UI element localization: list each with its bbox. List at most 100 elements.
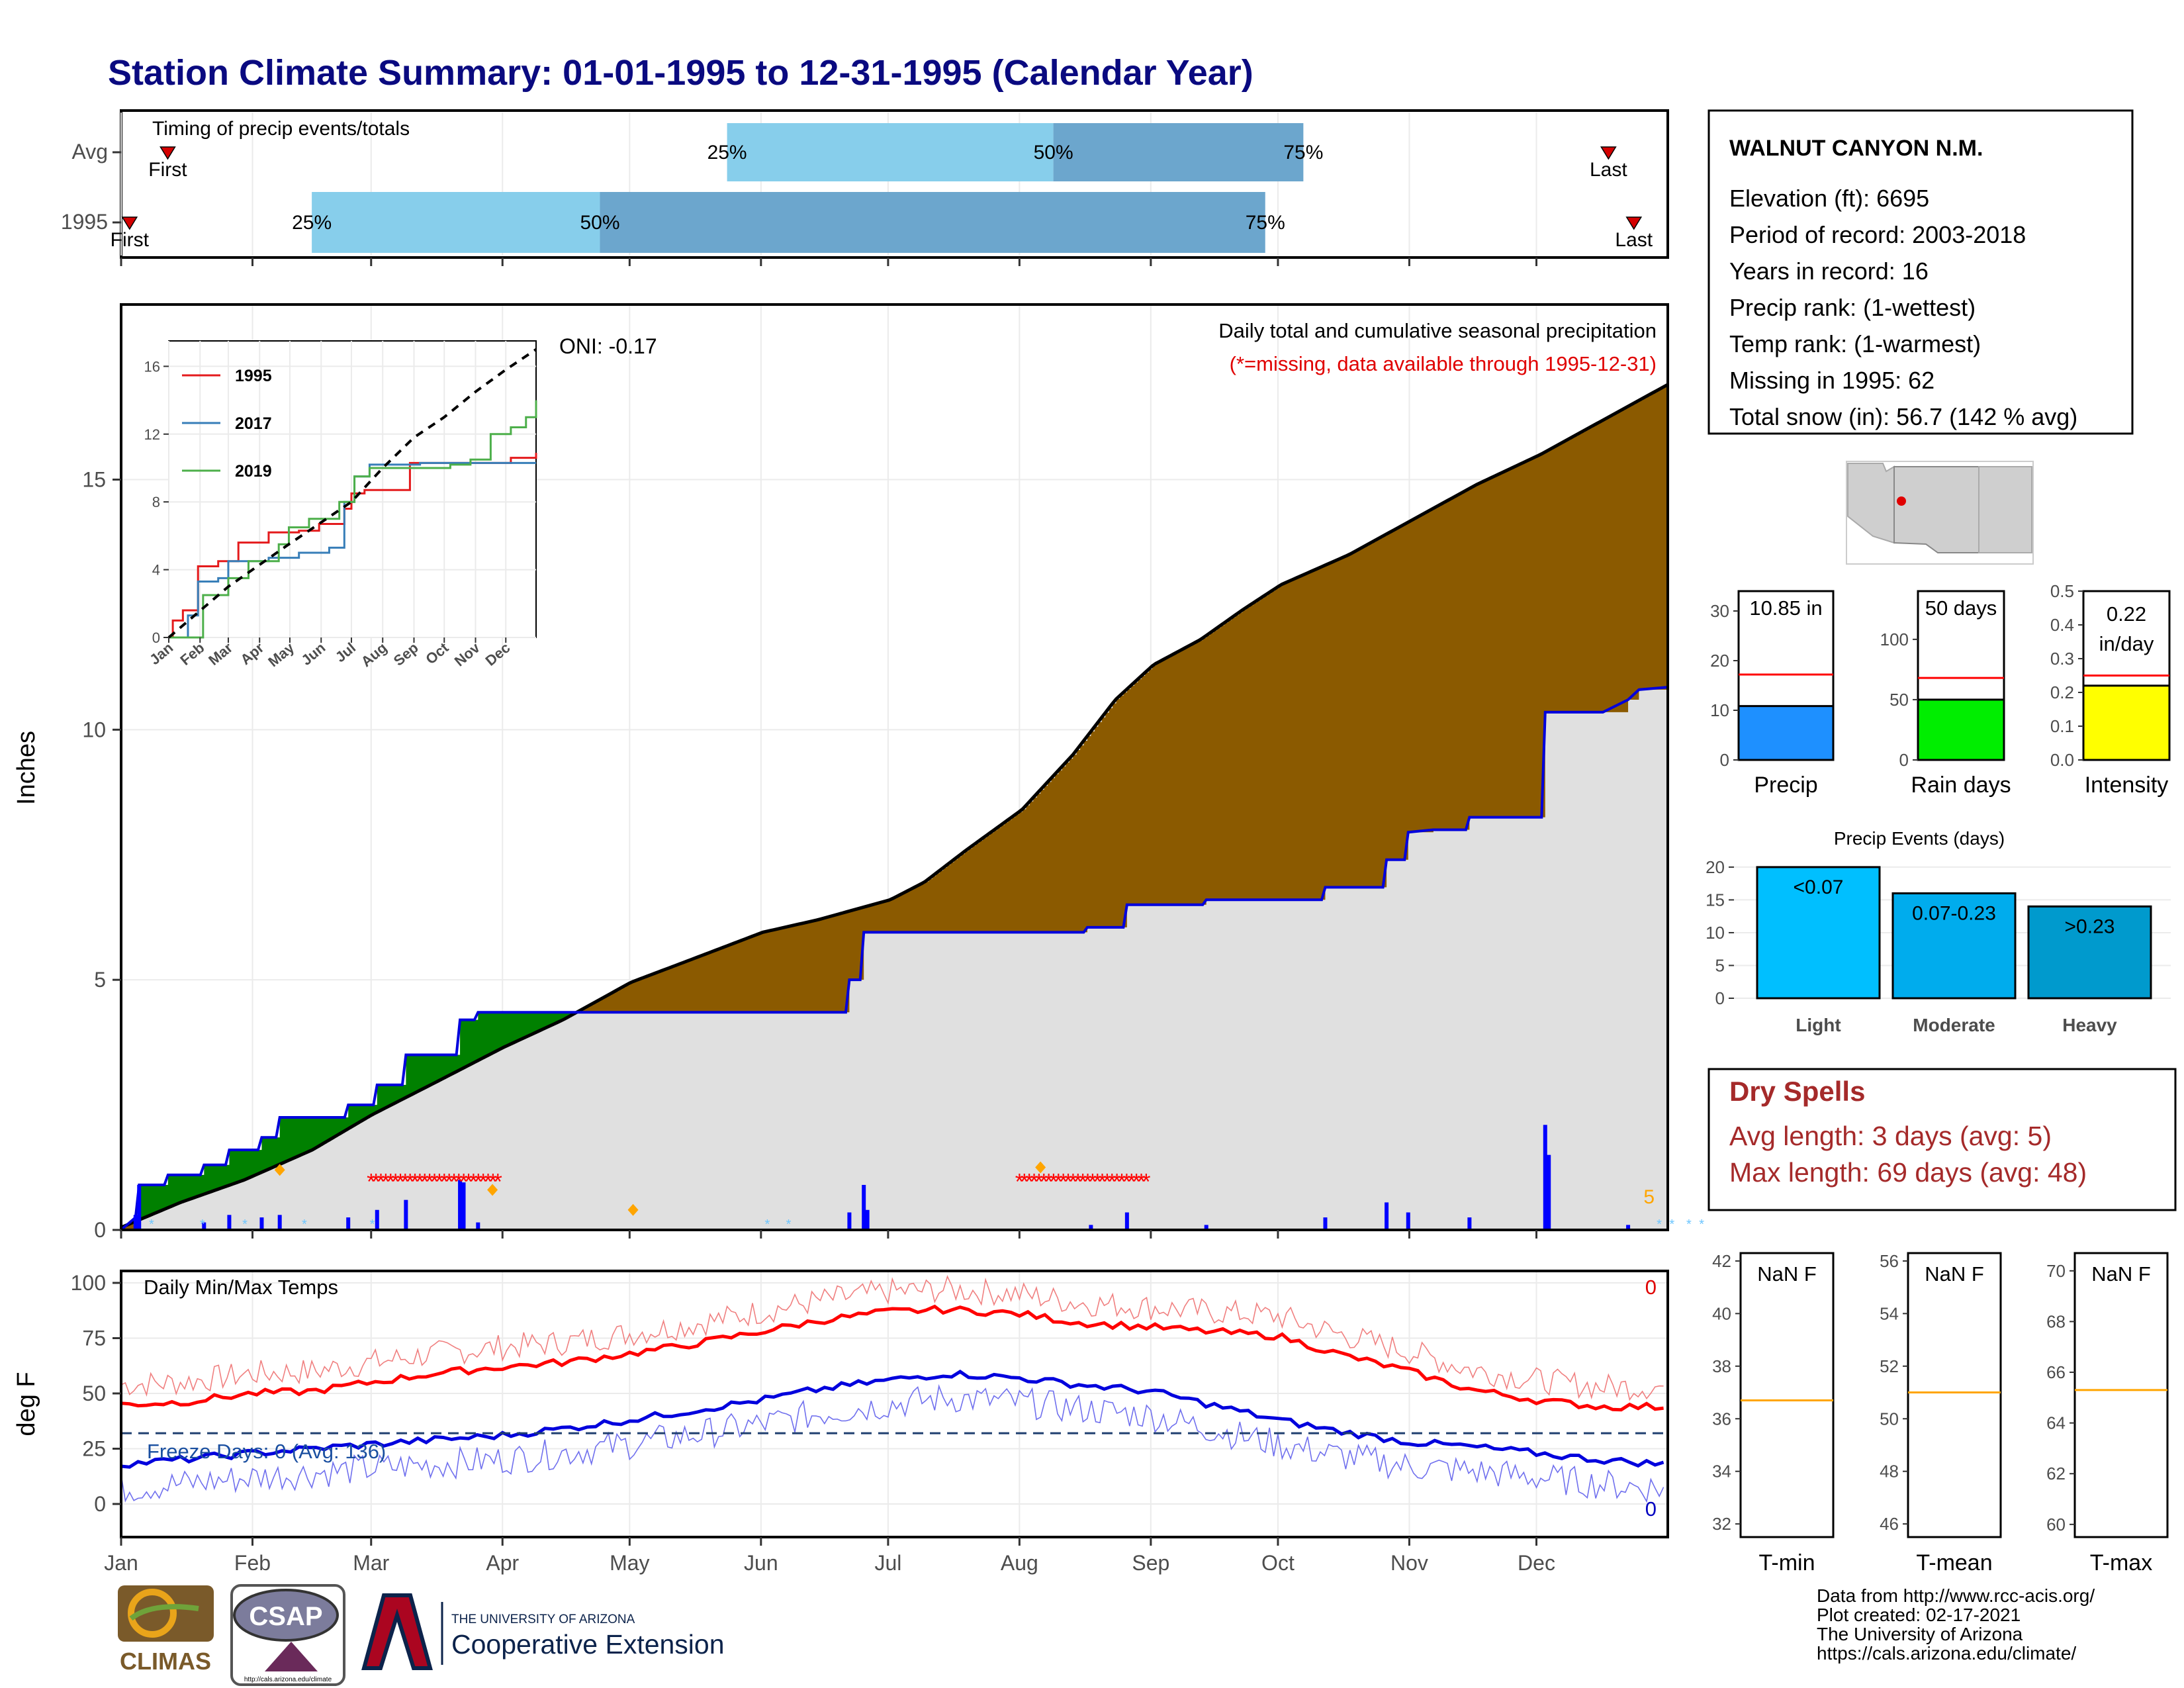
missing-marker: * [1054,1169,1063,1194]
missing-marker: * [459,1169,468,1194]
temp-box-t-min: NaN F 32 34 36 38 40 42 T-min [1712,1251,1835,1575]
precip-legend-line2: (*=missing, data available through 1995-… [1230,352,1657,375]
missing-marker: * [1049,1169,1058,1194]
credit-line: The University of Arizona [1817,1624,2023,1644]
precip-y-tick-label: 0 [94,1218,106,1242]
daily-precip-bar [865,1209,870,1230]
missing-marker: * [440,1169,449,1194]
missing-marker: * [1078,1169,1087,1194]
summary-bar-tick-label: 30 [1710,601,1729,621]
summary-bar-rain-days: 50 days 0 50 100 Rain days [1880,590,2011,798]
logos: CLIMAS CSAP http://cals.arizona.edu/clim… [118,1584,725,1686]
events-bar-label: 0.07-0.23 [1912,903,1996,925]
snow-flake-marker: * [302,1217,307,1232]
temp-box-t-max: NaN F 60 62 64 66 68 70 T-max [2046,1252,2169,1575]
summary-bar-charts: 10.85 in 0 10 20 30 Precip 50 days 0 50 100 Rain d… [1710,581,2171,798]
missing-marker: * [1132,1169,1140,1194]
daily-precip-bar [458,1180,463,1230]
temp-y-tick-label: 50 [82,1382,106,1405]
daily-precip-bar [202,1222,206,1230]
month-tick-label: Jun [744,1551,778,1575]
temp-box-label: NaN F [1757,1262,1817,1286]
timing-pct-label: 75% [1246,212,1285,234]
temp-box-tick-label: 36 [1712,1409,1731,1429]
station-lines: Elevation (ft): 6695 Period of record: 20… [1729,185,2077,430]
daily-precip-bar [1406,1212,1410,1230]
missing-marker: * [1030,1169,1038,1194]
average-min-temp-line [120,1370,1664,1469]
summary-bar-tick-label: 0.2 [2050,682,2074,702]
missing-marker: * [478,1169,487,1194]
figure-title: Station Climate Summary: 01-01-1995 to 1… [108,53,1253,93]
missing-marker: * [1113,1169,1121,1194]
missing-marker: * [1040,1169,1048,1194]
missing-marker: * [1044,1169,1053,1194]
missing-marker: * [1103,1169,1111,1194]
daily-precip-bar [1124,1212,1129,1230]
missing-marker: * [406,1169,414,1194]
temp-box-frame [1907,1252,2002,1538]
last-event-label: Last [1615,229,1653,251]
station-info-line: Precip rank: (1-wettest) [1729,294,1976,321]
station-info-line: Total snow (in): 56.7 (142 % avg) [1729,403,2077,430]
snow-flake-marker: * [1657,1217,1662,1232]
temp-y-tick-label: 25 [82,1437,106,1461]
temp-box-label: NaN F [1925,1262,1984,1286]
summary-bar-label: 0.22 [2107,602,2146,626]
daily-precip-bar [227,1215,232,1230]
month-tick-label: Jul [874,1551,901,1575]
missing-marker: * [1015,1169,1024,1194]
temp-panel: 0 25 50 75 100 Jan Feb Mar Apr May Jun Jul Aug Sep Oc… [13,1230,1669,1575]
oni-label: ONI: -0.17 [559,334,657,358]
missing-marker: * [1020,1169,1028,1194]
average-max-temp-line [120,1304,1664,1412]
ua-small-text: THE UNIVERSITY OF ARIZONA [451,1613,635,1626]
timing-pct-label: 50% [580,212,619,234]
events-bar-light [1756,866,1881,1000]
first-event-label: First [148,159,187,181]
last-event-marker [1625,216,1643,230]
missing-marker: * [377,1169,385,1194]
dry-spells-avg: Avg length: 3 days (avg: 5) [1729,1121,2052,1151]
climas-logo-sun [128,1589,177,1638]
missing-marker: * [464,1169,473,1194]
events-bar-name: Light [1796,1015,1841,1035]
summary-bar-intensity: 0.22 in/day 0.0 0.1 0.2 0.3 0.4 0.5 Intensity [2050,581,2171,798]
temp-box-tick-label: 56 [1880,1251,1899,1271]
events-tick-label: 0 [1715,988,1725,1008]
ua-a-icon [361,1593,433,1670]
temp-lines [120,1275,1668,1503]
csap-logo-text: CSAP [249,1602,322,1631]
snow-flake-marker: * [200,1217,205,1232]
events-body: 0 5 10 15 20 <0.07 Light 0.07-0.23 Moderate >0.23… [1706,857,2171,1035]
temp-box-frame [2073,1252,2169,1538]
first-event-marker [121,216,138,230]
temp-box-tick-label: 64 [2046,1413,2066,1433]
missing-marker: * [416,1169,424,1194]
missing-marker: * [469,1169,478,1194]
locator-map [1846,461,2034,565]
missing-marker: * [1059,1169,1068,1194]
daily-precip-bar [375,1209,379,1230]
dry-spells-max: Max length: 69 days (avg: 48) [1729,1157,2087,1188]
summary-bar-value [2082,684,2171,761]
temp-box-tick-label: 70 [2046,1261,2066,1281]
missing-marker: * [1098,1169,1107,1194]
daily-precip-bar [1385,1202,1389,1230]
daily-precip-bar [277,1215,282,1230]
station-name: WALNUT CANYON N.M. [1729,136,1983,161]
daily-precip-bar [1089,1225,1093,1230]
missing-marker: * [1142,1169,1150,1194]
timing-pct-label: 50% [1034,142,1073,164]
inset-grid [168,341,536,638]
snow-marker [274,1164,285,1176]
csap-cloud-icon [233,1589,339,1642]
events-bar-label: <0.07 [1794,876,1844,898]
missing-marker: * [455,1169,463,1194]
daily-precip-bar [847,1212,852,1230]
station-info-line: Missing in 1995: 62 [1729,367,1934,394]
ua-logo: THE UNIVERSITY OF ARIZONA Cooperative Ex… [361,1593,725,1670]
csap-mountain-icon [265,1642,318,1671]
inset-y-tick-label: 4 [152,562,160,579]
